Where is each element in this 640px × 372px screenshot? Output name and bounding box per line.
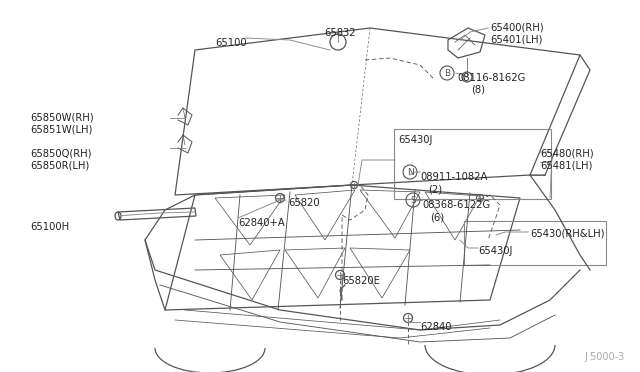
Text: (8): (8) (471, 84, 485, 94)
Text: J 5000-3: J 5000-3 (585, 352, 625, 362)
Text: N: N (406, 167, 413, 176)
Text: 65850Q(RH): 65850Q(RH) (30, 148, 92, 158)
Text: 65832: 65832 (324, 28, 356, 38)
Text: 62840+A: 62840+A (238, 218, 285, 228)
Text: 65820E: 65820E (342, 276, 380, 286)
Text: (2): (2) (428, 184, 442, 194)
Text: 65401(LH): 65401(LH) (490, 34, 542, 44)
Text: 65100H: 65100H (30, 222, 69, 232)
Text: S: S (410, 196, 416, 205)
Text: 65430J: 65430J (478, 246, 513, 256)
Text: 65100: 65100 (215, 38, 246, 48)
Text: 62840: 62840 (420, 322, 451, 332)
Text: 65430J: 65430J (398, 135, 433, 145)
Text: 08911-1082A: 08911-1082A (420, 172, 488, 182)
Text: 65850R(LH): 65850R(LH) (30, 160, 89, 170)
Text: 65400(RH): 65400(RH) (490, 22, 543, 32)
Text: (6): (6) (430, 212, 444, 222)
Text: 65850W(RH): 65850W(RH) (30, 112, 93, 122)
Text: 65820: 65820 (288, 198, 319, 208)
Text: 08368-6122G: 08368-6122G (422, 200, 490, 210)
Text: 65430(RH&LH): 65430(RH&LH) (530, 228, 605, 238)
Text: B: B (444, 68, 450, 77)
Text: 65851W(LH): 65851W(LH) (30, 124, 92, 134)
Text: 65480(RH): 65480(RH) (540, 148, 594, 158)
Text: 65481(LH): 65481(LH) (540, 160, 593, 170)
Text: 08116-8162G: 08116-8162G (457, 73, 525, 83)
